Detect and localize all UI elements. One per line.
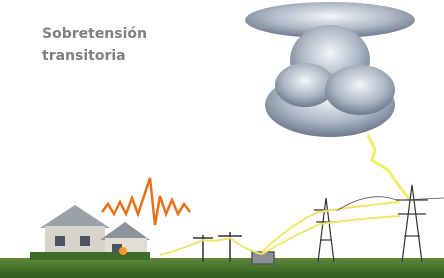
house <box>30 205 150 260</box>
title-line-1: Sobretensión <box>42 26 147 42</box>
storm-cloud <box>245 2 415 137</box>
ground <box>0 258 444 278</box>
page: Sobretensión transitoria <box>0 0 444 278</box>
illustration: Sobretensión transitoria <box>0 0 444 278</box>
surge-wave <box>102 178 190 225</box>
lightning <box>368 135 410 200</box>
title-line-2: transitoria <box>42 48 126 64</box>
